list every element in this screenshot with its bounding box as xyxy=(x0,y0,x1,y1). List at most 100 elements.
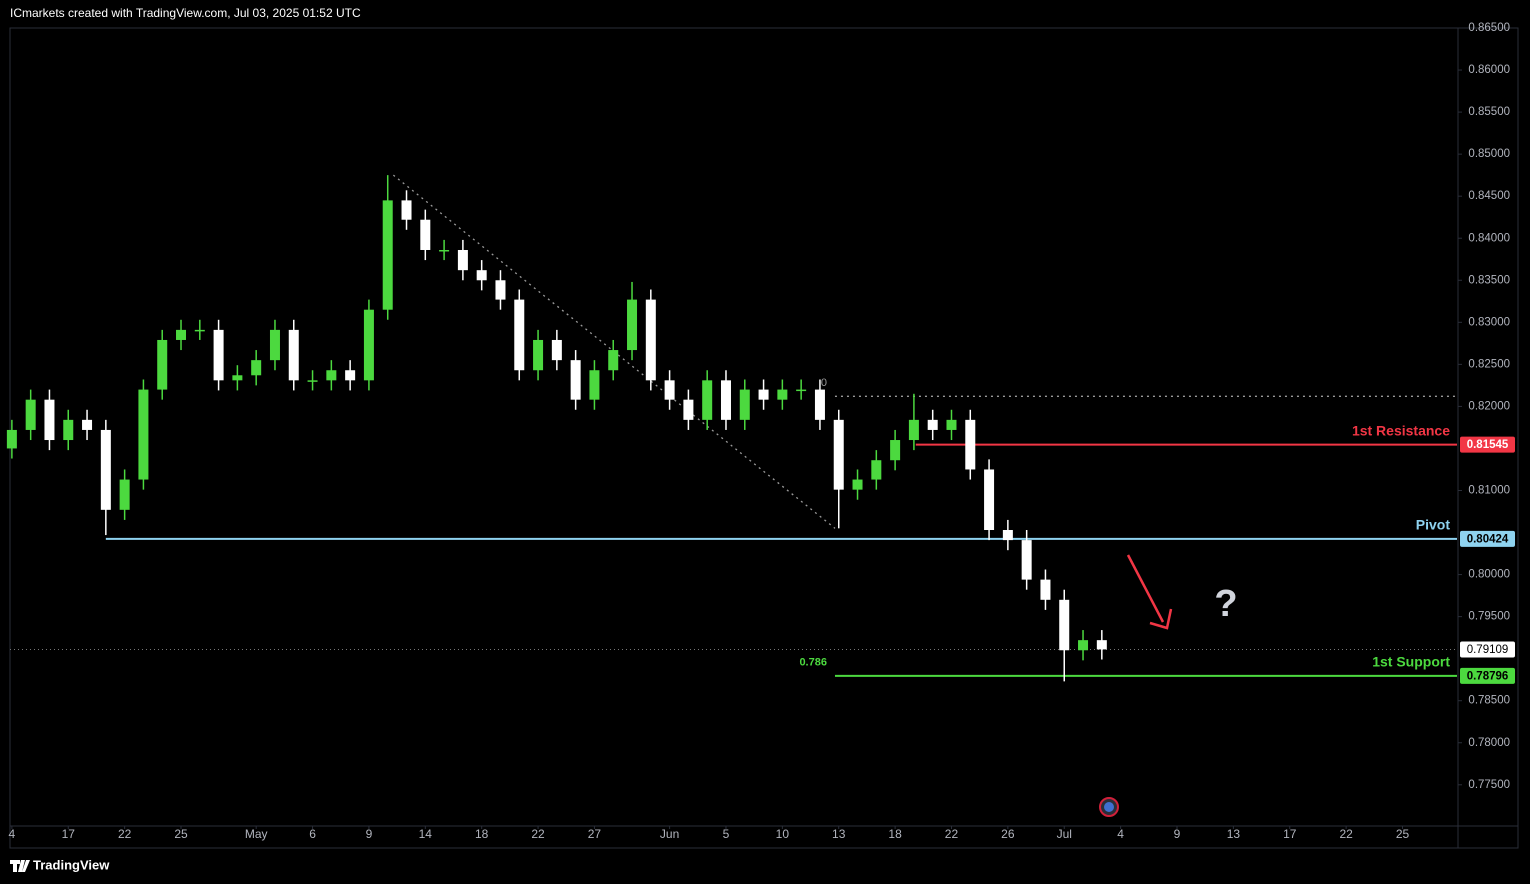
x-tick-label: 14 xyxy=(419,827,433,841)
level-name: Pivot xyxy=(1416,517,1451,533)
x-tick-label: 4 xyxy=(1117,827,1124,841)
y-tick-label: 0.79500 xyxy=(1468,611,1510,623)
candle-body xyxy=(288,329,299,381)
candle-body xyxy=(176,329,187,340)
candle-body xyxy=(326,370,337,381)
y-tick-label: 0.78500 xyxy=(1468,695,1510,707)
y-tick-label: 0.83000 xyxy=(1468,316,1510,328)
arrow xyxy=(1126,554,1165,623)
x-tick-label: 22 xyxy=(1339,827,1353,841)
candle-body xyxy=(25,399,36,430)
event-flag-inner xyxy=(1104,802,1114,812)
y-tick-label: 0.85000 xyxy=(1468,148,1510,160)
candle-body xyxy=(927,419,938,430)
candle-body xyxy=(777,389,788,400)
candle-body xyxy=(382,200,393,310)
price-box xyxy=(1460,530,1515,547)
candle-body xyxy=(589,370,600,400)
x-tick-label: 6 xyxy=(309,827,316,841)
y-tick-label: 0.86500 xyxy=(1468,22,1510,34)
price-box xyxy=(1460,436,1515,453)
candle-body xyxy=(871,460,882,480)
x-tick-label: 5 xyxy=(723,827,730,841)
candle-body xyxy=(420,219,431,250)
candle-body xyxy=(1040,579,1051,600)
y-tick-label: 0.84000 xyxy=(1468,232,1510,244)
candle-body xyxy=(495,280,506,300)
y-tick-label: 0.80000 xyxy=(1468,569,1510,581)
price-box-label: 0.80424 xyxy=(1467,533,1509,545)
x-tick-label: 17 xyxy=(1283,827,1297,841)
candle-body xyxy=(1021,540,1032,580)
x-tick-label: 22 xyxy=(945,827,959,841)
candle-body xyxy=(232,375,243,381)
price-box-label: 0.79109 xyxy=(1467,644,1509,656)
candle-body xyxy=(63,419,74,441)
candle-body xyxy=(946,419,957,430)
candle-body xyxy=(720,380,731,420)
candle-body xyxy=(345,370,356,381)
y-tick-label: 0.85500 xyxy=(1468,106,1510,118)
candle-body xyxy=(645,299,656,381)
candle-body xyxy=(852,479,863,490)
candle-body xyxy=(194,329,205,332)
candle-body xyxy=(100,429,111,510)
candle-body xyxy=(1059,599,1070,651)
level-name: 1st Resistance xyxy=(1352,422,1450,438)
y-tick-label: 0.82500 xyxy=(1468,358,1510,370)
x-tick-label: Jun xyxy=(660,827,679,841)
x-tick-label: 4 xyxy=(9,827,16,841)
candle-body xyxy=(119,479,130,510)
candle-body xyxy=(1078,640,1089,651)
x-tick-label: 18 xyxy=(888,827,902,841)
y-tick-label: 0.83500 xyxy=(1468,274,1510,286)
header: ICmarkets created with TradingView.com, … xyxy=(10,6,361,20)
candle-body xyxy=(307,380,318,382)
candle-body xyxy=(608,350,619,371)
y-tick-label: 0.86000 xyxy=(1468,64,1510,76)
candle-body xyxy=(82,419,93,430)
candle-body xyxy=(890,440,901,461)
annotation: ? xyxy=(1214,583,1237,625)
y-tick-label: 0.81000 xyxy=(1468,485,1510,497)
x-tick-label: 25 xyxy=(174,827,188,841)
candle-body xyxy=(533,339,544,371)
candle-body xyxy=(908,419,919,441)
candle-body xyxy=(664,380,675,400)
candle-body xyxy=(439,249,450,252)
candle-body xyxy=(965,419,976,470)
y-tick-label: 0.82000 xyxy=(1468,400,1510,412)
y-tick-label: 0.77500 xyxy=(1468,779,1510,791)
candle-body xyxy=(551,339,562,361)
x-tick-label: 27 xyxy=(588,827,602,841)
candle-body xyxy=(796,389,807,392)
footer: TradingView xyxy=(33,857,110,872)
candle-body xyxy=(570,360,581,400)
x-tick-label: 18 xyxy=(475,827,489,841)
logo xyxy=(10,860,30,872)
arrow-head xyxy=(1149,608,1173,630)
fib-label: 0 xyxy=(821,377,827,389)
candle-body xyxy=(213,329,224,381)
x-tick-label: 10 xyxy=(776,827,790,841)
candle-body xyxy=(44,399,55,441)
candle-body xyxy=(457,249,468,271)
candle-body xyxy=(758,389,769,400)
candle-body xyxy=(251,360,262,376)
candle-body xyxy=(702,380,713,420)
fib-label: 0.786 xyxy=(799,657,827,669)
y-tick-label: 0.78000 xyxy=(1468,737,1510,749)
candle-body xyxy=(363,309,374,381)
x-tick-label: 26 xyxy=(1001,827,1015,841)
level-name: 1st Support xyxy=(1372,654,1450,670)
price-box xyxy=(1460,641,1515,658)
price-box-label: 0.78796 xyxy=(1467,670,1509,682)
candle-body xyxy=(833,419,844,490)
x-tick-label: 17 xyxy=(62,827,76,841)
x-tick-label: 9 xyxy=(366,827,373,841)
price-box xyxy=(1460,667,1515,684)
candle-body xyxy=(1096,640,1107,650)
price-box-label: 0.81545 xyxy=(1467,439,1509,451)
